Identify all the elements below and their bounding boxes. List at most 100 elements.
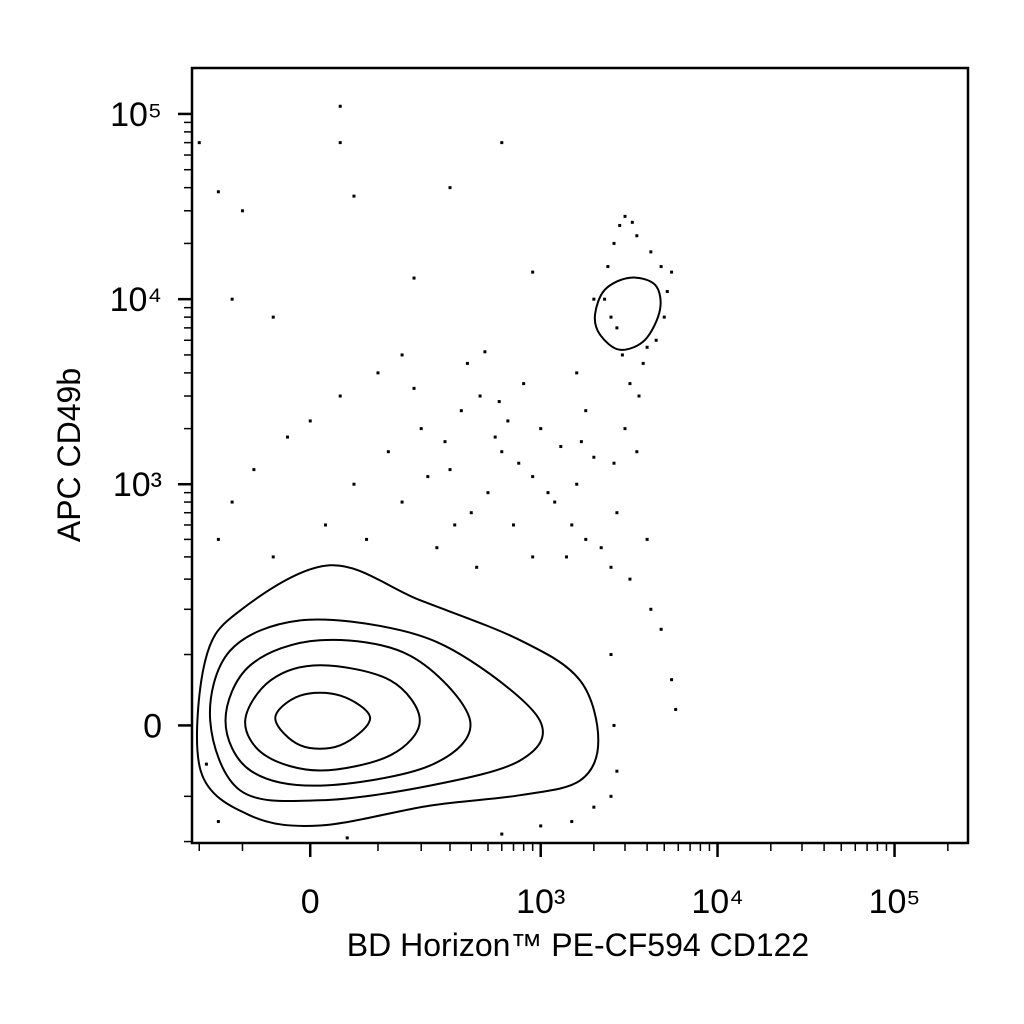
event-dot	[641, 361, 645, 365]
event-dot	[204, 762, 208, 766]
event-dot	[478, 394, 482, 398]
event-dot	[531, 270, 535, 274]
event-dot	[443, 440, 447, 444]
event-dot	[570, 820, 574, 824]
y-tick-label: 10⁵	[110, 96, 162, 134]
event-dot	[575, 482, 579, 486]
event-dot	[517, 461, 521, 465]
event-dot	[308, 419, 312, 423]
event-dot	[500, 450, 504, 454]
event-dot	[609, 565, 613, 569]
contour-line	[208, 618, 544, 803]
event-dot	[612, 723, 616, 727]
event-dot	[645, 345, 649, 349]
event-dot	[539, 427, 543, 431]
event-dot	[230, 297, 234, 301]
event-dot	[674, 707, 678, 711]
event-dot	[500, 141, 504, 145]
event-dot	[506, 419, 510, 423]
event-dot	[620, 353, 624, 357]
event-dot	[240, 209, 244, 213]
x-tick-label: 10⁴	[691, 883, 743, 921]
event-dot	[338, 141, 342, 145]
plot-frame	[190, 66, 970, 845]
event-dot	[637, 394, 641, 398]
event-dot	[615, 326, 619, 330]
event-dot	[448, 468, 452, 472]
event-dot	[230, 500, 234, 504]
event-dot	[522, 382, 526, 386]
event-dot	[623, 214, 627, 218]
event-dot	[649, 607, 653, 611]
event-dot	[338, 104, 342, 108]
event-dot	[400, 500, 404, 504]
event-dot	[531, 555, 535, 559]
event-dot	[500, 832, 504, 836]
event-dot	[435, 546, 439, 550]
x-axis-title: BD Horizon™ PE-CF594 CD122	[347, 927, 809, 963]
event-dot	[197, 141, 201, 145]
event-dot	[570, 523, 574, 527]
event-dot	[252, 468, 256, 472]
event-dot	[603, 297, 607, 301]
event-dot	[628, 577, 632, 581]
contour-line	[224, 638, 472, 787]
x-tick-label: 0	[301, 883, 320, 921]
event-dot	[352, 482, 356, 486]
event-dot	[579, 440, 583, 444]
contour-line	[274, 691, 372, 750]
contour-line	[196, 564, 600, 827]
event-dot	[553, 500, 557, 504]
event-dot	[338, 394, 342, 398]
event-dot	[216, 820, 220, 824]
event-dot	[670, 270, 674, 274]
event-dot	[609, 315, 613, 319]
event-dot	[612, 461, 616, 465]
event-dot	[584, 409, 588, 413]
x-tick-label: 10⁵	[869, 883, 921, 921]
event-dot	[216, 537, 220, 541]
event-dot	[645, 537, 649, 541]
event-dot	[592, 455, 596, 459]
event-dot	[635, 450, 639, 454]
event-dot	[412, 386, 416, 390]
event-dot	[426, 475, 430, 479]
event-dot	[609, 653, 613, 657]
event-dot	[216, 190, 220, 194]
event-dot	[400, 353, 404, 357]
event-dot	[469, 511, 473, 515]
event-dot	[649, 250, 653, 254]
event-dot	[615, 511, 619, 515]
event-dot	[412, 276, 416, 280]
event-dot	[612, 241, 616, 245]
event-dot	[448, 186, 452, 190]
event-dot	[539, 824, 543, 828]
event-dot	[584, 537, 588, 541]
event-dot	[483, 350, 487, 354]
event-dot	[419, 427, 423, 431]
event-dot	[486, 491, 490, 495]
event-dot	[606, 265, 610, 269]
event-dot	[559, 445, 563, 449]
event-dot	[659, 627, 663, 631]
event-dot	[459, 409, 463, 413]
event-dot	[285, 435, 289, 439]
event-dot	[511, 523, 515, 527]
event-dot	[531, 475, 535, 479]
event-dot	[575, 371, 579, 375]
event-dot	[662, 315, 666, 319]
event-dot	[345, 836, 349, 840]
event-dot	[630, 220, 634, 224]
event-dot	[659, 265, 663, 269]
event-dot	[665, 290, 669, 294]
event-dot	[546, 491, 550, 495]
event-dot	[635, 234, 639, 238]
event-dot	[592, 297, 596, 301]
y-tick-label: 10³	[113, 466, 162, 504]
event-dot	[618, 223, 622, 227]
contour-line	[244, 664, 421, 772]
event-dot	[670, 678, 674, 682]
event-dot	[654, 338, 658, 342]
y-tick-label: 10⁴	[110, 281, 162, 319]
contour-line	[593, 276, 662, 351]
